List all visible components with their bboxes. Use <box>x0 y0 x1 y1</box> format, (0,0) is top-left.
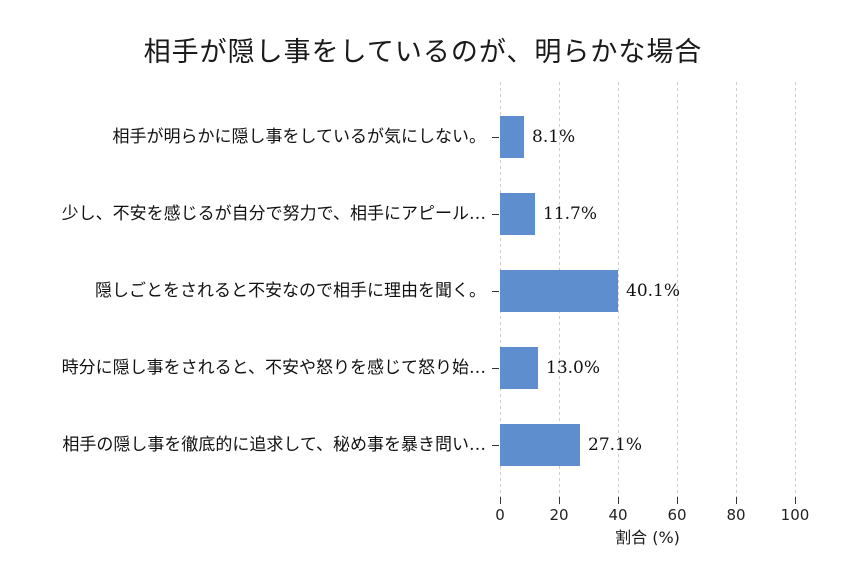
x-tick-mark <box>618 497 619 504</box>
y-tick-mark <box>492 368 499 369</box>
category-label: 相手の隠し事を徹底的に追求して、秘め事を暴き問い… <box>62 435 486 455</box>
bar-value-label: 8.1% <box>532 127 576 147</box>
x-axis-label: 割合 (%) <box>615 528 680 547</box>
bar <box>500 193 535 235</box>
y-tick-mark <box>492 137 499 138</box>
gridline <box>618 82 619 497</box>
bar-value-label: 11.7% <box>543 204 598 224</box>
x-tick-label: 20 <box>549 506 569 524</box>
gridline <box>677 82 678 497</box>
y-tick-mark <box>492 291 499 292</box>
x-tick-mark <box>500 497 501 504</box>
x-tick-label: 100 <box>780 506 810 524</box>
category-label: 相手が明らかに隠し事をしているが気にしない。 <box>112 127 487 147</box>
x-tick-label: 60 <box>667 506 687 524</box>
x-tick-mark <box>559 497 560 504</box>
x-tick-label: 0 <box>495 506 505 524</box>
bar-value-label: 13.0% <box>546 358 601 378</box>
bar <box>500 347 538 389</box>
x-tick-mark <box>736 497 737 504</box>
bar <box>500 424 580 466</box>
bar-value-label: 40.1% <box>626 281 681 301</box>
gridline <box>795 82 796 497</box>
y-tick-mark <box>492 214 499 215</box>
bar <box>500 270 618 312</box>
category-label: 隠しごとをされると不安なので相手に理由を聞く。 <box>95 281 486 301</box>
category-label: 少し、不安を感じるが自分で努力で、相手にアピール… <box>61 204 486 224</box>
bar <box>500 116 524 158</box>
category-label: 時分に隠し事をされると、不安や怒りを感じて怒り始… <box>61 358 486 378</box>
chart-title: 相手が隠し事をしているのが、明らかな場合 <box>143 37 703 68</box>
y-tick-mark <box>492 445 499 446</box>
x-tick-mark <box>677 497 678 504</box>
x-tick-mark <box>795 497 796 504</box>
bar-value-label: 27.1% <box>588 435 643 455</box>
x-tick-label: 40 <box>608 506 628 524</box>
x-tick-label: 80 <box>726 506 746 524</box>
gridline <box>736 82 737 497</box>
